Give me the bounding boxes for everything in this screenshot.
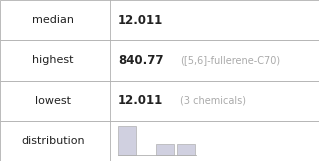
Bar — [156, 144, 174, 155]
Bar — [0, 80, 319, 121]
Text: (3 chemicals): (3 chemicals) — [180, 96, 246, 106]
Text: highest: highest — [32, 55, 74, 65]
Text: 840.77: 840.77 — [118, 54, 164, 67]
Text: ([5,6]-fullerene-C70): ([5,6]-fullerene-C70) — [180, 55, 280, 65]
Text: 12.011: 12.011 — [118, 94, 163, 107]
Text: median: median — [32, 15, 74, 25]
Text: distribution: distribution — [21, 136, 85, 146]
Bar — [0, 0, 319, 40]
Bar — [118, 126, 136, 155]
Bar — [0, 40, 319, 80]
Text: lowest: lowest — [35, 96, 71, 106]
Bar — [0, 121, 319, 161]
Bar — [177, 144, 195, 155]
Text: 12.011: 12.011 — [118, 14, 163, 27]
